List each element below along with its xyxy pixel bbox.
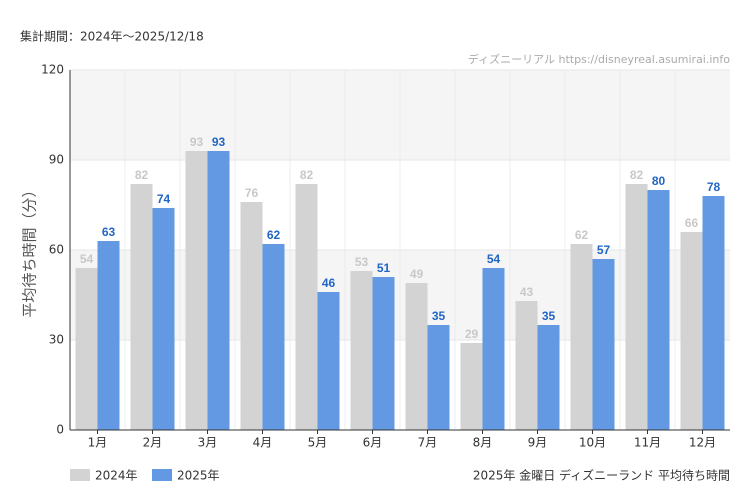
y-tick-label: 0	[56, 423, 64, 437]
legend-swatch	[152, 469, 172, 481]
value-label: 62	[575, 228, 589, 242]
caption: 2025年 金曜日 ディズニーランド 平均待ち時間	[473, 468, 730, 483]
value-label: 82	[630, 168, 644, 182]
value-label: 93	[190, 135, 204, 149]
y-tick-label: 30	[49, 333, 64, 347]
value-label: 78	[707, 180, 721, 194]
x-tick-label: 2月	[143, 436, 163, 450]
value-label: 53	[355, 255, 369, 269]
value-label: 62	[267, 228, 281, 242]
bar	[262, 244, 285, 430]
legend-label: 2024年	[95, 469, 138, 483]
x-tick-label: 4月	[253, 436, 273, 450]
value-label: 74	[157, 192, 171, 206]
bar	[680, 232, 703, 430]
value-label: 35	[542, 309, 556, 323]
value-label: 57	[597, 243, 611, 257]
x-tick-label: 9月	[528, 436, 548, 450]
bar	[152, 208, 175, 430]
value-label: 43	[520, 285, 534, 299]
bar	[647, 190, 670, 430]
value-label: 76	[245, 186, 259, 200]
value-label: 35	[432, 309, 446, 323]
bar	[97, 241, 120, 430]
bar	[372, 277, 395, 430]
value-label: 49	[410, 267, 424, 281]
bar	[405, 283, 428, 430]
bar	[185, 151, 208, 430]
value-label: 54	[80, 252, 94, 266]
bar	[130, 184, 153, 430]
bar	[350, 271, 373, 430]
x-tick-label: 7月	[418, 436, 438, 450]
x-tick-label: 3月	[198, 436, 218, 450]
x-tick-label: 12月	[689, 436, 716, 450]
y-tick-label: 120	[41, 63, 64, 77]
bar	[702, 196, 725, 430]
value-label: 63	[102, 225, 116, 239]
bar	[592, 259, 615, 430]
value-label: 51	[377, 261, 391, 275]
bar	[295, 184, 318, 430]
bar	[515, 301, 538, 430]
value-label: 80	[652, 174, 666, 188]
y-tick-label: 60	[49, 243, 64, 257]
value-label: 54	[487, 252, 501, 266]
y-axis-title: 平均待ち時間（分）	[21, 182, 39, 317]
value-label: 66	[685, 216, 699, 230]
bar	[482, 268, 505, 430]
x-tick-label: 1月	[88, 436, 108, 450]
bar	[537, 325, 560, 430]
subtitle: 集計期間：2024年～2025/12/18	[20, 29, 204, 44]
x-tick-label: 11月	[634, 436, 661, 450]
bar	[317, 292, 340, 430]
x-tick-label: 10月	[579, 436, 606, 450]
value-label: 82	[300, 168, 314, 182]
bar	[427, 325, 450, 430]
bar	[460, 343, 483, 430]
x-tick-label: 6月	[363, 436, 383, 450]
value-label: 82	[135, 168, 149, 182]
value-label: 46	[322, 276, 336, 290]
bar	[625, 184, 648, 430]
watermark: ディズニーリアル https://disneyreal.asumirai.inf…	[468, 52, 730, 66]
bar	[75, 268, 98, 430]
legend-label: 2025年	[177, 469, 220, 483]
bar	[240, 202, 263, 430]
y-tick-label: 90	[49, 153, 64, 167]
bar	[207, 151, 230, 430]
x-tick-label: 8月	[473, 436, 493, 450]
bar	[570, 244, 593, 430]
value-label: 29	[465, 327, 479, 341]
x-tick-label: 5月	[308, 436, 328, 450]
value-label: 93	[212, 135, 226, 149]
legend-swatch	[70, 469, 90, 481]
